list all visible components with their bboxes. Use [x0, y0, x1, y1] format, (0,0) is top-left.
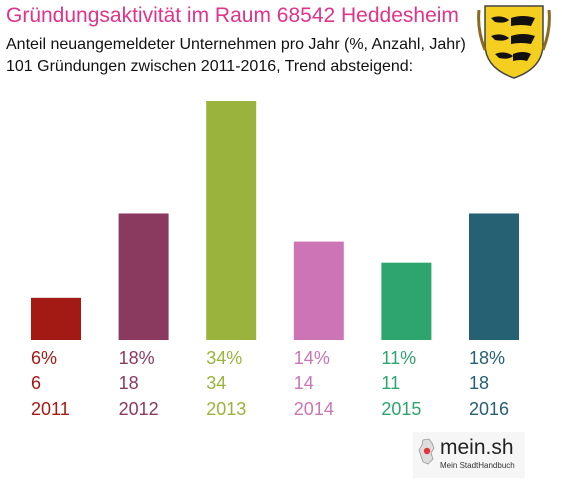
count-label-2011: 6 — [31, 373, 41, 393]
percent-label-2016: 18% — [469, 348, 505, 368]
chart-subtitle-line-1: Anteil neuangemeldeter Unternehmen pro J… — [6, 36, 466, 53]
year-label-2016: 2016 — [469, 399, 509, 419]
year-label-2014: 2014 — [294, 399, 334, 419]
chart-title: Gründungsaktivität im Raum 68542 Heddesh… — [6, 4, 459, 27]
bar-2015 — [381, 262, 432, 340]
count-label-2014: 14 — [294, 373, 314, 393]
year-label-2013: 2013 — [206, 399, 246, 419]
bar-2014 — [293, 241, 344, 340]
bar-2016 — [469, 213, 519, 340]
bar-2012 — [118, 213, 169, 340]
logo-tagline: Mein StadtHandbuch — [440, 461, 515, 470]
percent-label-2014: 14% — [294, 348, 330, 368]
count-label-2012: 18 — [119, 373, 139, 393]
bar-2011 — [31, 297, 81, 340]
mein-sh-logo: mein.sh Mein StadtHandbuch — [413, 432, 525, 478]
percent-label-2012: 18% — [119, 348, 155, 368]
percent-label-2015: 11% — [381, 348, 416, 368]
bar-2013 — [206, 101, 257, 340]
percent-label-2013: 34% — [206, 348, 242, 368]
germany-map-pin-icon — [418, 438, 435, 465]
percent-label-2011: 6% — [31, 348, 57, 368]
count-label-2016: 18 — [469, 373, 489, 393]
year-label-2012: 2012 — [119, 399, 159, 419]
chart-subtitle-line-2: 101 Gründungen zwischen 2011-2016, Trend… — [6, 58, 414, 75]
logo-wordmark: mein.sh — [440, 436, 514, 459]
year-label-2015: 2015 — [381, 399, 421, 419]
baden-wuerttemberg-coat-of-arms-icon — [477, 5, 551, 79]
count-label-2015: 11 — [381, 373, 400, 393]
year-label-2011: 2011 — [31, 399, 70, 419]
count-label-2013: 34 — [206, 373, 226, 393]
